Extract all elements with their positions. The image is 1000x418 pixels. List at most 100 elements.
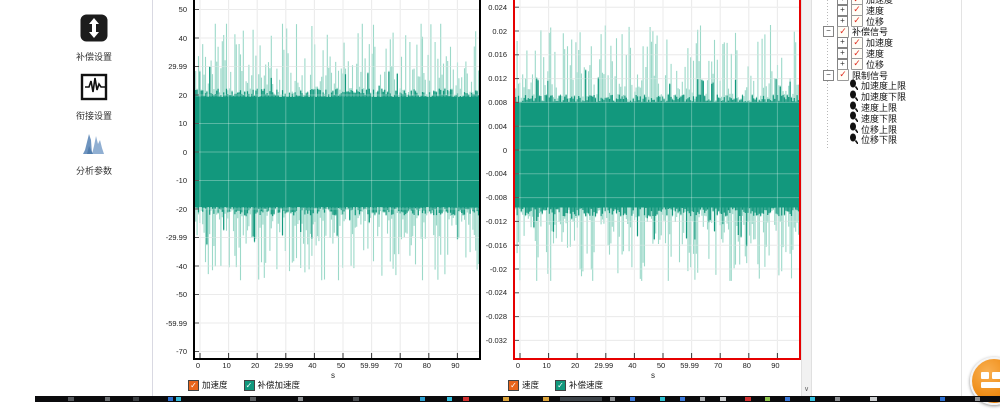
y-tick-label: -0.004 [485,169,507,179]
taskbar-app-icon[interactable] [353,397,359,401]
analysis-parameters-button[interactable]: 分析参数 [58,126,130,177]
histogram-icon [80,126,108,161]
taskbar-app-icon[interactable] [765,397,770,401]
legend-compensated-velocity[interactable]: ✓ 补偿速度 [555,379,603,391]
taskbar-app-icon[interactable] [543,397,549,401]
taskbar-app-icon[interactable] [835,397,840,401]
taskbar-app-icon[interactable] [810,397,815,401]
taskbar-app-icon[interactable] [463,397,469,401]
taskbar-app-icon[interactable] [298,397,303,401]
taskbar-app-icon[interactable] [68,397,74,401]
taskbar-app-icon[interactable] [940,397,945,401]
scrollbar-down-arrow-icon[interactable]: ∨ [802,384,811,396]
tree-item-限制信号[interactable]: − ✓ 限制信号 [823,69,889,82]
y-tick-label: 0.004 [488,121,507,131]
x-tick-label: 70 [714,361,723,370]
taskbar-app-icon[interactable] [745,397,751,401]
velocity-chart-plot-selected[interactable] [513,0,801,360]
y-tick-label: -29.99 [165,233,187,242]
acceleration-legend: ✓ 加速度 ✓ 补偿加速度 [188,379,300,391]
y-tick-label: 0.016 [488,50,507,60]
taskbar-app-icon[interactable] [447,397,452,401]
velocity-waveform [515,0,799,358]
x-tick-label: 59.99 [680,361,699,370]
expand-plus-icon[interactable]: + [837,37,848,49]
float-btn-glyph [992,372,1000,379]
tree-item-速度上限[interactable]: 速度上限 [837,101,897,113]
taskbar-app-icon[interactable] [680,397,685,401]
analysis-parameters-label: 分析参数 [75,166,112,176]
tree-item-label: 位移 [866,59,885,70]
red-check-signal-icon[interactable]: ✓ [851,47,863,60]
taskbar-app-icon[interactable] [720,397,726,401]
expand-plus-icon[interactable]: + [837,0,848,5]
compensation-settings-button[interactable]: 补偿设置 [58,14,130,63]
taskbar-app-icon[interactable] [133,397,139,401]
red-check-signal-icon[interactable]: ✓ [837,69,849,82]
y-tick-label: -0.012 [485,216,507,226]
x-tick-label: 50 [336,361,346,370]
y-tick-label: -0.032 [485,335,507,345]
legend-compensated-velocity-label: 补偿速度 [569,380,604,390]
taskbar-app-icon[interactable] [503,397,509,401]
red-check-signal-icon[interactable]: ✓ [851,36,863,49]
x-tick-label: 40 [628,361,637,370]
x-tick-label: 50 [656,361,666,370]
probe-limit-icon [849,88,859,106]
y-tick-label: 40 [178,33,187,43]
taskbar-app-icon[interactable] [610,397,615,401]
taskbar-app-icon[interactable] [250,397,256,401]
collapse-minus-icon[interactable]: − [823,69,834,81]
y-tick-label: -40 [176,261,187,271]
x-tick-label: 10 [542,361,551,370]
transition-settings-label: 衔接设置 [75,111,112,121]
taskbar-app-icon[interactable] [785,397,790,401]
tree-item-加速度下限[interactable]: 加速度下限 [837,90,907,103]
taskbar-app-icon[interactable] [660,397,665,401]
red-check-signal-icon[interactable]: ✓ [837,25,849,38]
legend-acceleration[interactable]: ✓ 加速度 [188,379,228,391]
legend-compensated-acceleration[interactable]: ✓ 补偿加速度 [243,379,300,391]
tree-item-速度下限[interactable]: 速度下限 [837,111,897,124]
y-tick-label: 10 [178,119,187,128]
expand-plus-icon[interactable]: + [837,48,848,59]
tree-item-label: 位移上限 [861,124,898,135]
tree-item-label: 限制信号 [852,70,889,81]
x-tick-label: 40 [308,361,317,370]
taskbar-app-icon[interactable] [870,397,877,401]
taskbar[interactable] [35,396,1000,402]
legend-velocity[interactable]: ✓ 速度 [508,379,539,391]
vertical-scrollbar[interactable]: ∨ [801,0,812,396]
taskbar-app-icon[interactable] [168,397,173,401]
tree-item-label: 速度 [866,5,885,16]
acceleration-waveform [195,0,479,358]
taskbar-app-icon[interactable] [176,397,181,401]
expand-plus-icon[interactable]: + [837,15,848,27]
taskbar-app-icon[interactable] [630,397,635,401]
collapse-minus-icon[interactable]: − [823,26,834,38]
x-tick-label: 80 [422,361,431,370]
tree-item-label: 加速度下限 [861,92,907,103]
acceleration-chart-plot[interactable] [193,0,481,360]
tree-item-加速度上限[interactable]: 加速度上限 [837,79,906,91]
taskbar-app-icon[interactable] [560,397,602,401]
red-check-signal-icon[interactable]: ✓ [851,15,863,28]
tree-item-label: 位移 [866,16,885,27]
taskbar-app-icon[interactable] [420,397,425,401]
x-tick-label: 29.99 [274,361,294,370]
y-tick-label: -0.02 [489,264,507,274]
tree-item-速度[interactable]: + ✓ 速度 [837,47,884,60]
red-check-signal-icon[interactable]: ✓ [851,58,863,71]
tree-item-位移[interactable]: + ✓ 位移 [837,15,885,28]
taskbar-app-icon[interactable] [700,397,705,401]
expand-plus-icon[interactable]: + [837,4,848,16]
transition-settings-button[interactable]: 衔接设置 [58,73,130,122]
taskbar-app-icon[interactable] [105,397,110,401]
tree-item-位移下限[interactable]: 位移下限 [837,133,897,145]
tree-item-位移上限[interactable]: 位移上限 [837,122,898,135]
taskbar-app-icon[interactable] [975,397,980,401]
y-tick-label: -59.99 [165,318,187,328]
waveform-icon [80,73,108,106]
tree-item-加速度[interactable]: +✓加速度 [837,36,893,49]
